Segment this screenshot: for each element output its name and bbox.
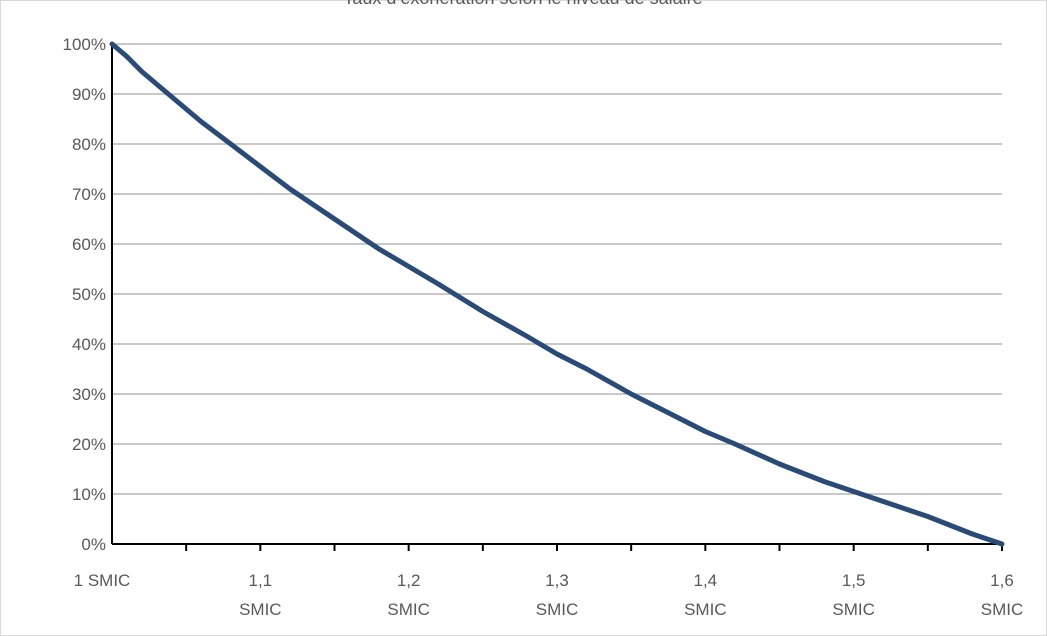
series-line-0 [109,41,1005,547]
y-tick-label: 30% [72,385,106,404]
x-tick-label: 1,2 [397,571,421,590]
x-tick-label: 1,4 [694,571,718,590]
y-tick-label: 20% [72,435,106,454]
x-tick-label: 1,6 [990,571,1014,590]
y-tick-label: 80% [72,135,106,154]
x-axis-labels: 1 SMIC 1,1 SMIC 1,2 SMIC 1,3 SMIC 1,4 SMIC 1,5 SMI… [74,571,1024,619]
x-tick-label: SMIC [387,600,430,619]
y-tick-label: 60% [72,235,106,254]
y-tick-label: 90% [72,85,106,104]
x-tick-label: SMIC [239,600,282,619]
x-tick-label: 1,3 [545,571,569,590]
chart-title: Taux d’exonération selon le niveau de sa… [343,0,702,8]
x-tick-label: SMIC [684,600,727,619]
x-tick-label: 1,1 [249,571,273,590]
y-tick-label: 100% [63,35,106,54]
y-tick-label: 50% [72,285,106,304]
x-tick-label: SMIC [832,600,875,619]
y-tick-label: 10% [72,485,106,504]
y-axis-labels: 0% 10% 20% 30% 40% 50% 60% 70% 80% 90% 100% [63,35,106,554]
series-group [109,41,1005,547]
y-tick-label: 40% [72,335,106,354]
y-tick-label: 70% [72,185,106,204]
gridlines [112,43,1002,495]
x-tick-label: 1,5 [842,571,866,590]
x-tick-label: SMIC [536,600,579,619]
x-tick-label: 1 SMIC [74,571,131,590]
y-tick-label: 0% [81,535,106,554]
x-tick-label: SMIC [981,600,1024,619]
axes [111,44,1003,551]
